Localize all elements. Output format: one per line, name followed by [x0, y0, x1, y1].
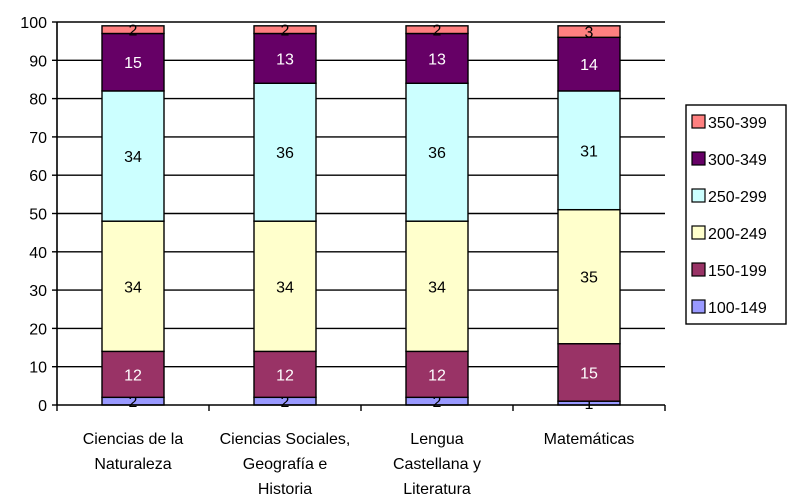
x-tick-label: Geografía e	[243, 456, 328, 473]
x-axis-ticks: Ciencias de la Naturaleza Ciencias Sociale…	[83, 431, 635, 498]
data-label: 15	[580, 365, 598, 382]
y-tick-label: 70	[29, 130, 47, 147]
y-tick-label: 20	[29, 321, 47, 338]
data-label: 12	[428, 367, 446, 384]
bar-segment	[405, 82, 469, 222]
data-label: 34	[276, 279, 294, 296]
data-label: 2	[433, 394, 442, 411]
bar-segment	[253, 220, 317, 353]
legend-label: 100-149	[708, 300, 767, 317]
legend-swatch	[691, 151, 706, 166]
x-tick-label: Ciencias de la	[83, 431, 184, 448]
bar-segment	[557, 208, 621, 345]
data-label: 12	[124, 367, 142, 384]
x-tick-label: Castellana y	[393, 456, 481, 473]
data-label: 13	[276, 51, 294, 68]
legend-swatch	[691, 262, 706, 277]
data-label: 36	[276, 145, 294, 162]
x-tick-label: Matemáticas	[544, 431, 635, 448]
data-label: 35	[580, 270, 598, 287]
data-label: 2	[281, 394, 290, 411]
y-tick-label: 90	[29, 53, 47, 70]
data-label: 34	[428, 279, 446, 296]
bars: 2123434152212343613221234361321153531143	[101, 23, 621, 413]
bar-segment	[253, 32, 317, 84]
bar-segment	[405, 220, 469, 353]
data-label: 2	[433, 23, 442, 40]
legend-label: 150-199	[708, 263, 767, 280]
bar-segment	[253, 82, 317, 222]
data-label: 12	[276, 367, 294, 384]
legend-label: 350-399	[708, 115, 767, 132]
bar-segment	[557, 25, 621, 39]
x-tick-label: Ciencias Sociales,	[220, 431, 351, 448]
data-label: 31	[580, 143, 598, 160]
bar-segment	[557, 343, 621, 402]
bar-segment	[405, 25, 469, 35]
data-label: 2	[129, 23, 138, 40]
bar-segment	[101, 350, 165, 399]
legend-label: 250-299	[708, 189, 767, 206]
legend-swatch	[691, 114, 706, 129]
legend-swatch	[691, 225, 706, 240]
x-tick-label: Naturaleza	[94, 456, 171, 473]
legend: 350-399 300-349 250-299 200-249 150-199 100-1…	[685, 104, 787, 325]
data-label: 2	[281, 23, 290, 40]
y-tick-label: 30	[29, 283, 47, 300]
bar-segment	[101, 25, 165, 35]
bar-segment	[405, 350, 469, 399]
data-label: 13	[428, 51, 446, 68]
y-tick-label: 100	[20, 15, 47, 32]
x-tick-label: Literatura	[403, 481, 471, 498]
y-axis-ticks: 0 10 20 30 40 50 60 70 80 90 100	[20, 15, 57, 415]
data-label: 36	[428, 145, 446, 162]
data-label: 15	[124, 55, 142, 72]
bar-segment	[253, 25, 317, 35]
x-tick-label: Lengua	[410, 431, 463, 448]
bar-segment	[253, 350, 317, 399]
data-label: 2	[129, 394, 138, 411]
y-tick-label: 60	[29, 168, 47, 185]
x-tick-label: Historia	[258, 481, 312, 498]
y-tick-label: 80	[29, 92, 47, 109]
y-tick-label: 10	[29, 360, 47, 377]
data-label: 34	[124, 279, 142, 296]
bar-segment	[405, 32, 469, 84]
legend-box	[685, 104, 787, 325]
data-label: 34	[124, 149, 142, 166]
legend-swatch	[691, 188, 706, 203]
legend-label: 200-249	[708, 226, 767, 243]
legend-swatch	[691, 299, 706, 314]
legend-label: 300-349	[708, 152, 767, 169]
y-tick-label: 50	[29, 207, 47, 224]
y-tick-label: 40	[29, 245, 47, 262]
y-tick-label: 0	[38, 398, 47, 415]
data-label: 14	[580, 57, 598, 74]
data-label: 3	[585, 25, 594, 42]
